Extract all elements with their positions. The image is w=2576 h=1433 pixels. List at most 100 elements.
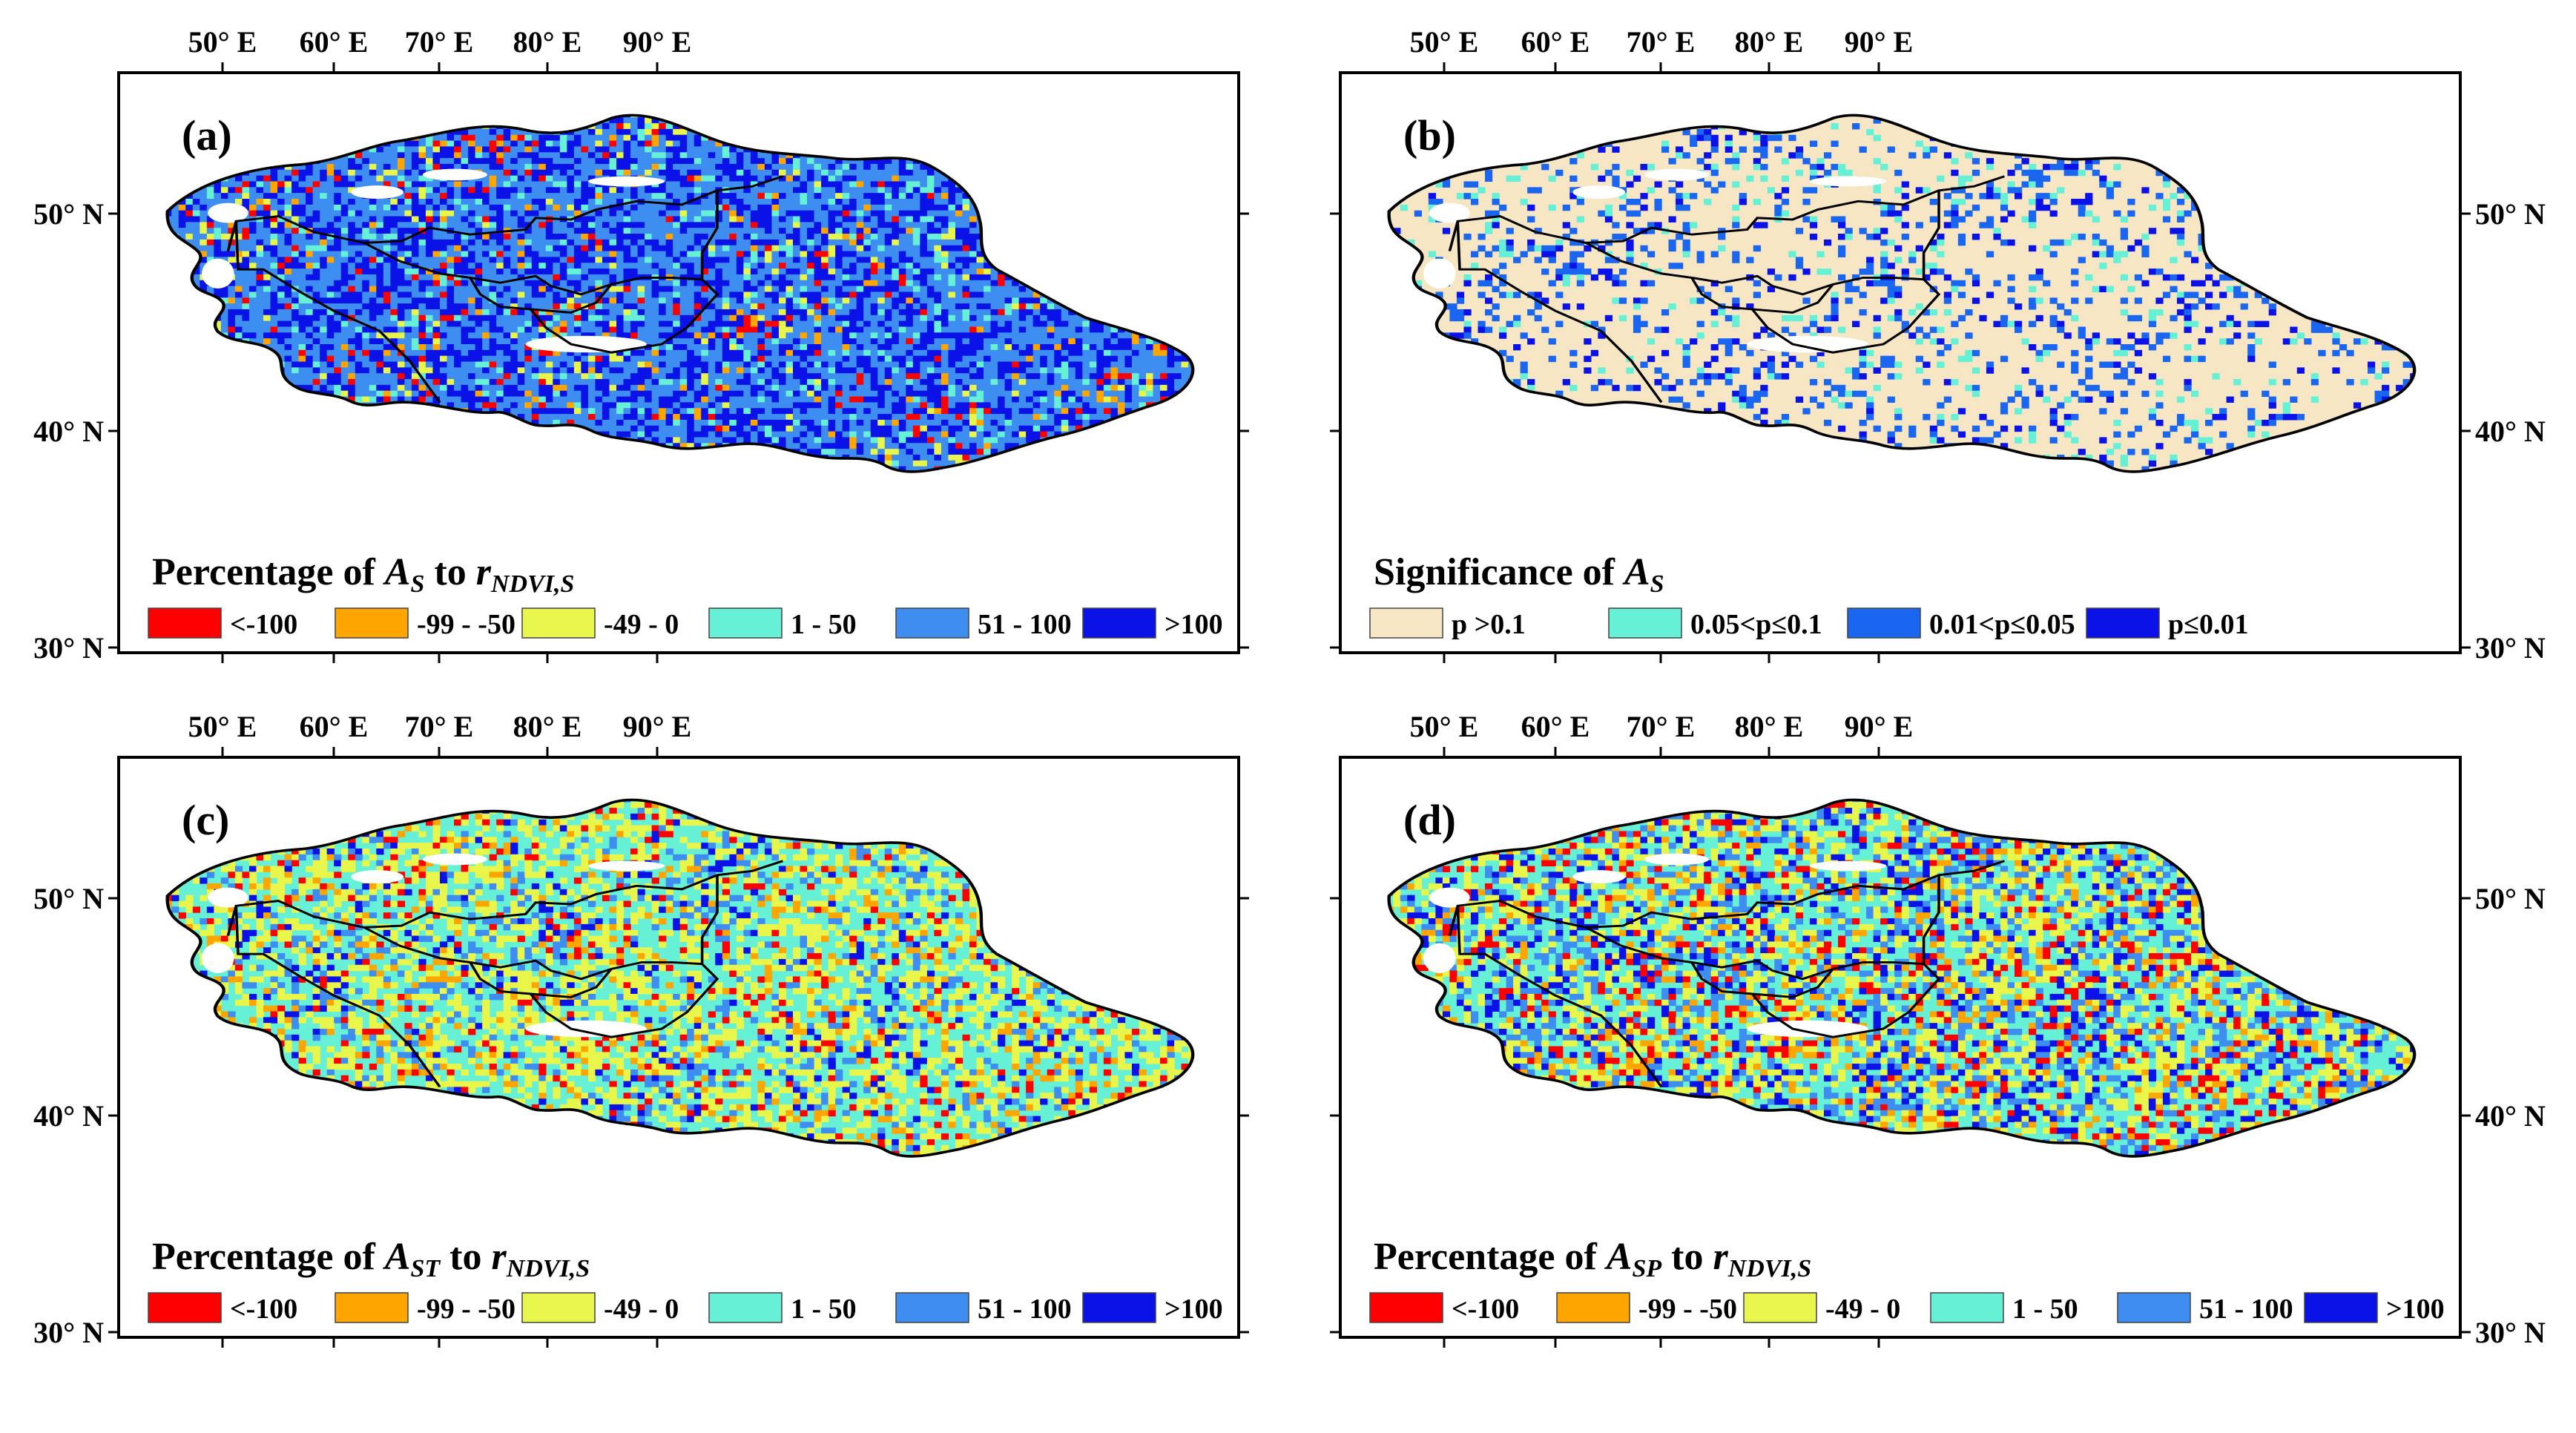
raster-cell: [503, 291, 511, 298]
raster-cell: [616, 169, 625, 177]
raster-cell: [630, 234, 639, 240]
raster-cell: [673, 291, 681, 298]
raster-cell: [764, 222, 773, 228]
raster-cell: [708, 257, 716, 263]
raster-cell: [877, 280, 886, 287]
raster-cell: [602, 234, 610, 240]
raster-cell: [926, 286, 935, 292]
raster-cell: [369, 228, 377, 234]
raster-cell: [234, 269, 243, 275]
raster-cell: [312, 187, 320, 194]
raster-cell: [955, 199, 963, 205]
raster-cell: [849, 204, 857, 211]
raster-cell: [679, 204, 688, 211]
raster-cell: [242, 303, 250, 310]
raster-cell: [969, 222, 978, 228]
raster-cell: [616, 123, 625, 130]
raster-cell: [659, 303, 667, 310]
raster-cell: [778, 251, 787, 257]
raster-cell: [404, 263, 412, 269]
raster-cell: [793, 210, 801, 217]
raster-cell: [553, 163, 561, 171]
raster-cell: [651, 291, 659, 298]
raster-cell: [849, 280, 857, 287]
raster-cell: [390, 140, 398, 147]
raster-cell: [948, 234, 956, 240]
raster-cell: [545, 134, 553, 142]
raster-cell: [602, 280, 610, 287]
raster-cell: [404, 169, 412, 177]
raster-cell: [892, 234, 900, 240]
raster-cell: [482, 169, 490, 177]
raster-cell: [270, 193, 278, 200]
raster-cell: [383, 152, 392, 159]
raster-cell: [877, 169, 886, 177]
raster-cell: [800, 187, 808, 194]
raster-cell: [376, 169, 384, 177]
raster-cell: [892, 291, 900, 298]
raster-cell: [348, 245, 356, 252]
raster-cell: [884, 263, 892, 269]
raster-cell: [807, 222, 815, 228]
raster-cell: [665, 163, 673, 171]
raster-cell: [814, 204, 822, 211]
raster-cell: [948, 210, 956, 217]
raster-cell: [637, 280, 645, 287]
raster-cell: [651, 128, 659, 136]
raster-cell: [475, 222, 483, 228]
raster-cell: [418, 274, 426, 281]
raster-cell: [510, 210, 518, 217]
raster-cell: [440, 193, 448, 200]
raster-cell: [531, 146, 539, 153]
raster-cell: [228, 193, 236, 200]
raster-cell: [454, 251, 462, 257]
raster-cell: [630, 117, 639, 124]
raster-cell: [757, 193, 765, 200]
raster-cell: [849, 193, 857, 200]
raster-cell: [461, 269, 469, 275]
raster-cell: [440, 274, 448, 281]
raster-cell: [835, 257, 843, 263]
raster-cell: [920, 263, 928, 269]
raster-cell: [291, 187, 300, 194]
raster-cell: [524, 234, 533, 240]
raster-cell: [390, 204, 398, 211]
raster-cell: [863, 234, 872, 240]
raster-cell: [270, 303, 278, 310]
raster-cell: [362, 222, 370, 228]
raster-cell: [842, 245, 850, 252]
raster-cell: [645, 234, 653, 240]
raster-cell: [581, 140, 589, 147]
raster-cell: [828, 257, 836, 263]
raster-cell: [348, 199, 356, 205]
raster-cell: [524, 175, 533, 182]
raster-cell: [482, 239, 490, 246]
raster-cell: [870, 297, 878, 304]
raster-cell: [694, 193, 702, 200]
raster-cell: [984, 263, 992, 269]
raster-cell: [447, 204, 455, 211]
raster-cell: [764, 251, 773, 257]
raster-cell: [736, 291, 745, 298]
raster-cell: [898, 187, 906, 194]
raster-cell: [573, 280, 582, 287]
raster-cell: [863, 169, 872, 177]
raster-cell: [475, 187, 483, 194]
raster-cell: [418, 297, 426, 304]
raster-cell: [383, 245, 392, 252]
raster-cell: [362, 263, 370, 269]
raster-cell: [849, 286, 857, 292]
raster-cell: [418, 199, 426, 205]
raster-cell: [263, 181, 271, 188]
raster-cell: [821, 175, 829, 182]
raster-cell: [411, 297, 420, 304]
raster-cell: [736, 169, 745, 177]
raster-cell: [645, 216, 653, 223]
raster-cell: [679, 210, 688, 217]
raster-cell: [553, 251, 561, 257]
raster-cell: [298, 199, 306, 205]
raster-cell: [729, 193, 737, 200]
raster-cell: [517, 204, 525, 211]
raster-cell: [976, 297, 984, 304]
raster-cell: [326, 263, 335, 269]
